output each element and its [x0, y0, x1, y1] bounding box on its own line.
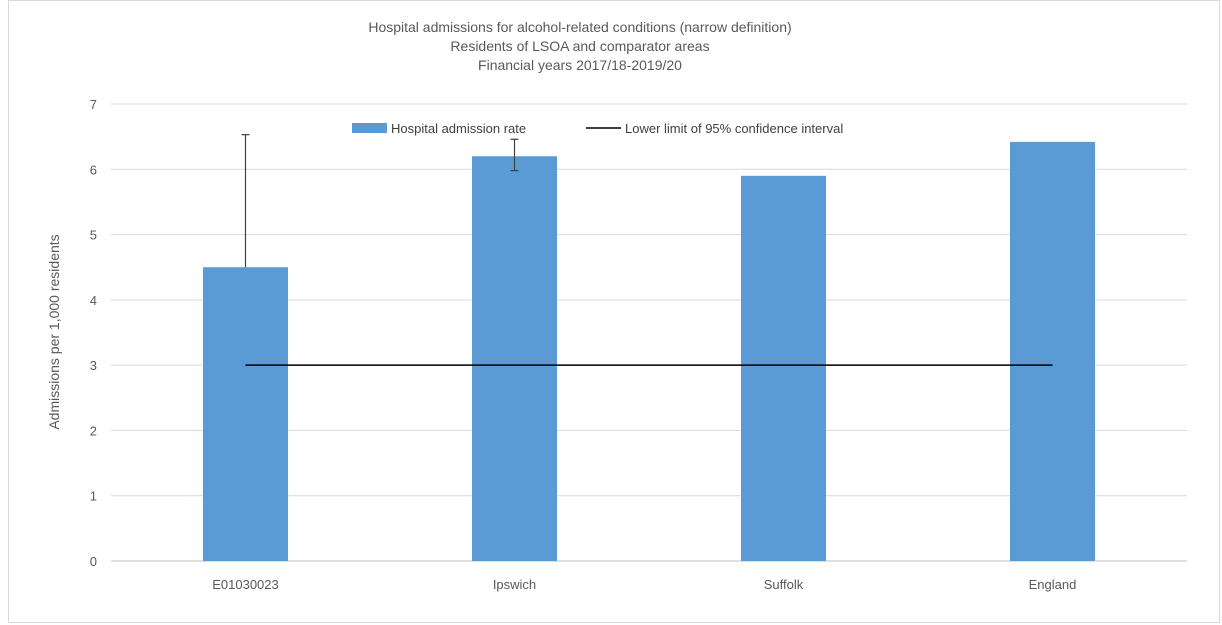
- x-tick-label: Suffolk: [764, 577, 804, 592]
- chart-title-line-2: Residents of LSOA and comparator areas: [450, 38, 709, 54]
- bars: [203, 141, 1095, 562]
- y-tick-label: 7: [90, 97, 97, 112]
- y-tick-label: 1: [90, 489, 97, 504]
- y-tick-label: 5: [90, 228, 97, 243]
- bar: [472, 156, 557, 561]
- error-bars: [241, 134, 519, 268]
- chart-title-line-1: Hospital admissions for alcohol-related …: [368, 19, 791, 35]
- y-tick-label: 4: [90, 293, 97, 308]
- y-tick-label: 2: [90, 423, 97, 438]
- x-tick-label: E01030023: [212, 577, 279, 592]
- y-tick-label: 0: [90, 554, 97, 569]
- y-tick-label: 3: [90, 358, 97, 373]
- legend-swatch-bar: [352, 123, 387, 133]
- legend-label-line: Lower limit of 95% confidence interval: [625, 121, 843, 136]
- x-axis-ticks: E01030023 Ipswich Suffolk England: [212, 577, 1076, 592]
- chart-title-line-3: Financial years 2017/18-2019/20: [478, 57, 682, 73]
- legend: Hospital admission rate Lower limit of 9…: [352, 121, 843, 136]
- y-tick-label: 6: [90, 162, 97, 177]
- bar: [741, 175, 826, 562]
- chart-title: Hospital admissions for alcohol-related …: [368, 19, 791, 73]
- x-tick-label: Ipswich: [493, 577, 536, 592]
- legend-label-bar: Hospital admission rate: [391, 121, 526, 136]
- x-tick-label: England: [1029, 577, 1077, 592]
- y-axis-ticks: 0 1 2 3 4 5 6 7: [90, 97, 97, 569]
- y-axis-label: Admissions per 1,000 residents: [46, 234, 62, 429]
- bar: [1010, 141, 1095, 561]
- gridlines: [111, 103, 1187, 562]
- bar: [203, 267, 288, 561]
